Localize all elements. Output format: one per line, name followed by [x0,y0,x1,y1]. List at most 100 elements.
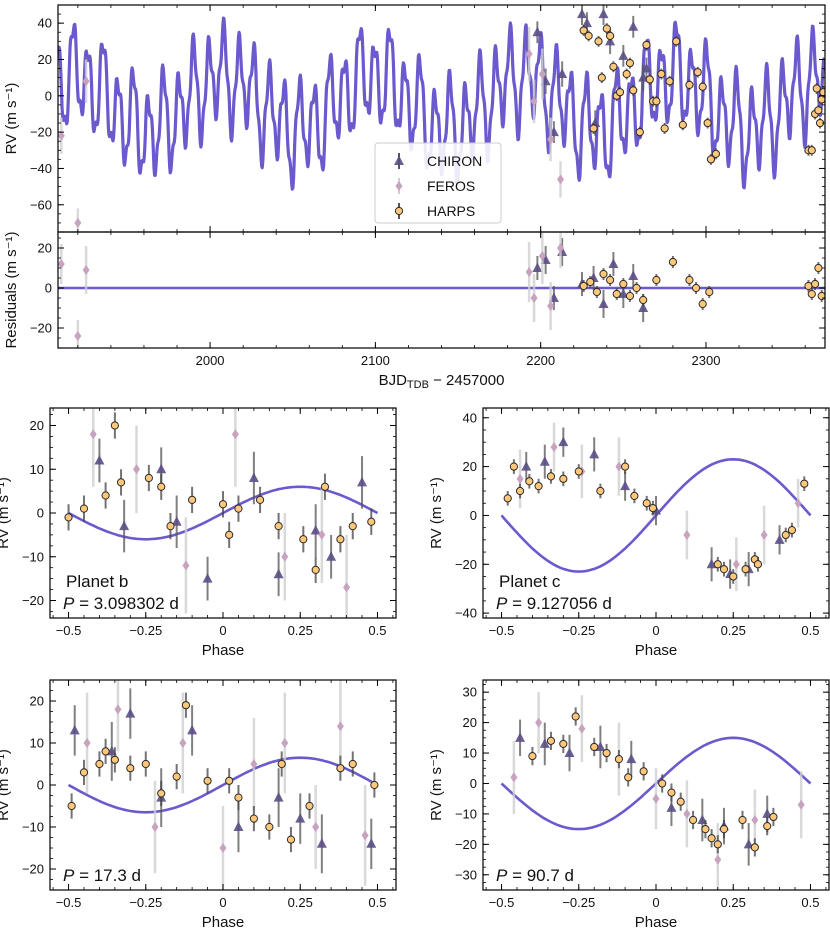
x-tick-label: 0.25 [721,623,746,638]
x-tick-label: 0.25 [721,895,746,910]
harps-point [706,155,716,164]
feros-point [557,174,565,185]
y-tick-label: −60 [30,197,52,212]
harps-point [574,467,583,476]
y-tick-label: −20 [22,593,44,608]
y-tick-label: 20 [30,418,44,433]
chiron-point [326,551,337,561]
harps-point [657,69,666,79]
feros-point [58,130,65,141]
feros-point [231,429,239,440]
chiron-point [641,63,652,73]
chiron-point [564,747,575,758]
harps-point [753,560,763,569]
harps-point [274,522,283,531]
harps-point [606,31,615,40]
harps-point [602,24,611,33]
planet-label: Planet b [66,572,128,591]
chiron-point [357,476,368,487]
harps-point [503,494,512,503]
feros-point [530,293,538,303]
chiron-point [187,724,198,735]
harps-point [234,504,243,513]
harps-point [676,797,685,806]
phase-model-curve [67,756,379,814]
harps-point [559,474,568,483]
harps-point [311,565,320,574]
harps-point [769,812,778,822]
harps-point [336,535,345,544]
feros-point [557,243,565,253]
harps-point [639,295,648,305]
x-tick-label: −0.25 [562,895,595,910]
harps-point [705,287,714,297]
x-tick-label: −0.25 [129,895,162,910]
chiron-point [589,448,600,459]
y-tick-label: 20 [463,715,477,730]
harps-point [299,535,308,544]
y-tick-label: 20 [463,459,477,474]
feros-point [547,134,555,145]
chiron-point [598,298,609,308]
y-tick-label: 0 [45,281,52,296]
feros-point [760,529,768,540]
harps-point [141,759,150,769]
y-axis-label: RV (m s⁻¹) [3,83,20,155]
chiron-point [273,792,284,802]
x-tick-label: 0 [219,623,226,638]
chiron-point [521,461,532,471]
y-tick-label: 0 [470,508,477,523]
x-tick-label: 0.25 [288,895,313,910]
harps-point [691,283,701,293]
harps-point [181,701,191,710]
chiron-point [156,463,167,474]
feros-point [250,759,258,769]
y-tick-label: 20 [38,241,52,256]
harps-point [672,37,681,46]
harps-point [645,75,654,84]
feros-point [525,49,533,60]
data-points-group [58,232,825,348]
harps-point [814,106,823,115]
feros-point [751,815,759,825]
harps-point [729,572,738,581]
harps-point [612,289,621,299]
harps-point [713,840,722,849]
harps-point [370,780,379,790]
y-axis-label: Residuals (m s⁻¹) [3,231,20,348]
data-points-group [67,680,379,890]
feros-point [538,69,546,80]
y-tick-label: 10 [30,462,44,477]
harps-point [625,59,635,68]
x-axis-label: Phase [635,642,678,659]
harps-point [707,834,716,843]
harps-point [218,500,228,509]
y-tick-label: 20 [30,694,44,709]
y-tick-label: 30 [463,685,477,700]
period-label: P = 90.7 d [496,866,574,885]
harps-point [619,279,628,289]
y-tick-label: 10 [463,746,477,761]
feros-point [182,560,190,571]
feros-point [83,738,91,748]
period-symbol: P [496,866,508,885]
y-tick-label: 0 [470,776,477,791]
x-tick-label: −0.25 [129,623,162,638]
chiron-point [618,288,629,298]
legend-label: CHIRON [427,153,482,169]
feros-point [615,461,623,472]
harps-point [713,560,722,569]
feros-point [683,808,691,819]
feros-point [794,498,802,509]
y-tick-label: 20 [38,52,52,67]
x-tick-label: −0.25 [562,623,595,638]
harps-point [320,482,330,491]
chiron-point [539,738,550,748]
feros-point [114,704,122,715]
feros-point [683,529,691,540]
feros-point [318,529,326,540]
y-axis-label: RV (m s⁻¹) [428,477,445,549]
harps-point [584,31,593,40]
harps-point [678,120,687,129]
